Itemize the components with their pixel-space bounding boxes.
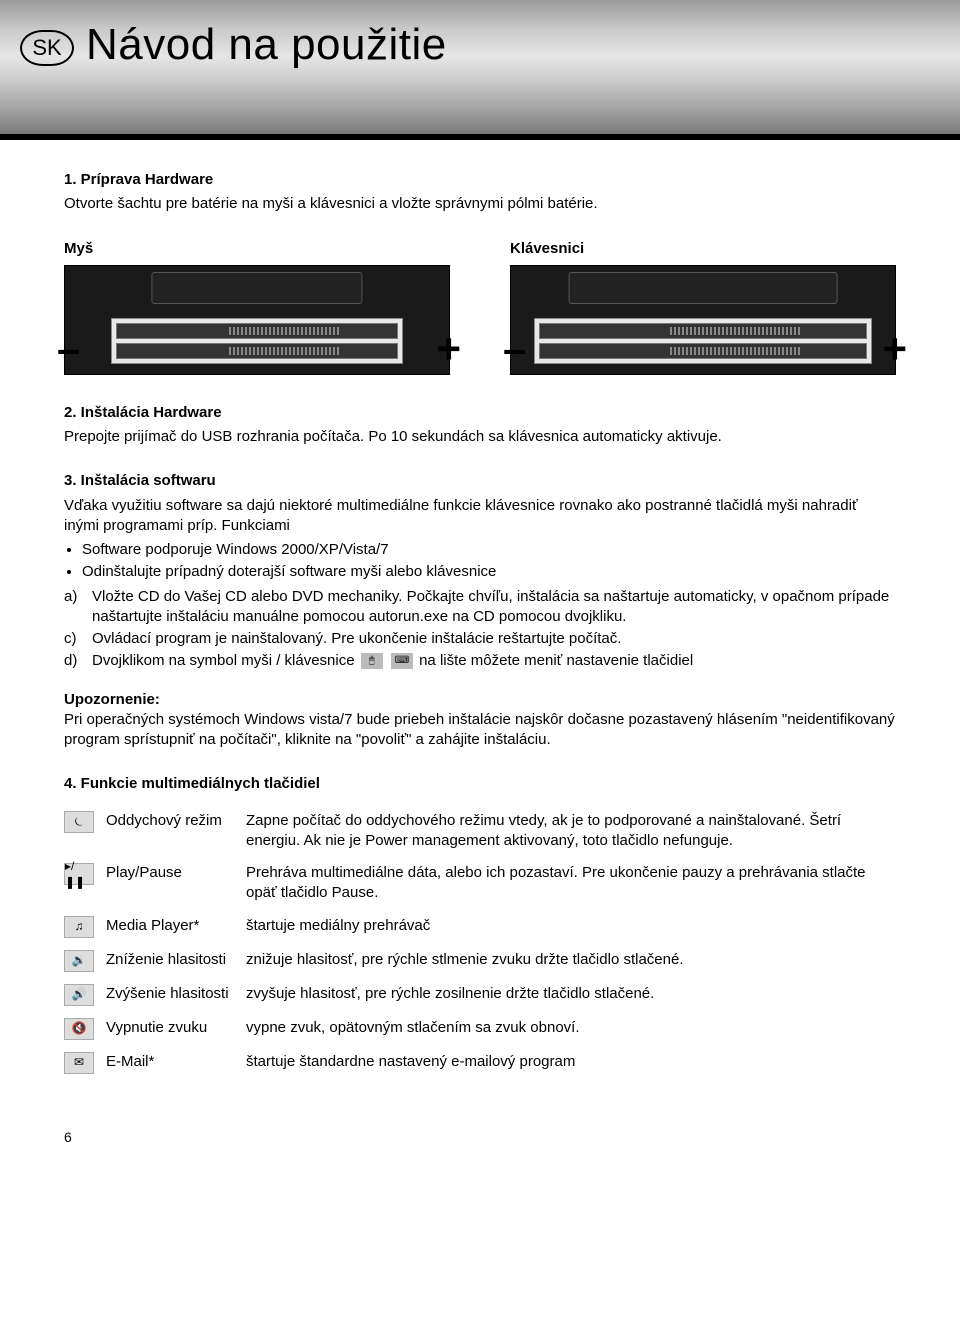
section3-heading: 3. Inštalácia softwaru <box>64 471 896 491</box>
media-player-icon: ♫ <box>64 916 94 938</box>
table-row: ✉ E-Mail* štartuje štandardne nastavený … <box>64 1046 896 1080</box>
step-text: Ovládací program je nainštalovaný. Pre u… <box>92 629 621 649</box>
battery-label-keyboard: Klávesnici <box>510 239 896 259</box>
section2-heading: 2. Inštalácia Hardware <box>64 403 896 423</box>
step-text: Vložte CD do Vašej CD alebo DVD mechanik… <box>92 587 896 628</box>
function-name: Oddychový režim <box>106 805 246 858</box>
email-icon: ✉ <box>64 1052 94 1074</box>
section4-heading: 4. Funkcie multimediálnych tlačidiel <box>64 774 896 794</box>
polarity-plus-icon: + <box>436 328 461 370</box>
sleep-icon: ⏾ <box>64 811 94 833</box>
section1-text: Otvorte šachtu pre batérie na myši a klá… <box>64 194 896 214</box>
battery-figure-mouse: – + <box>64 265 450 375</box>
list-item: d) Dvojklikom na symbol myši / klávesnic… <box>64 651 896 671</box>
mute-icon: 🔇 <box>64 1018 94 1040</box>
step-text-after: na lište môžete meniť nastavenie tlačidi… <box>419 652 693 669</box>
section2-text: Prepojte prijímač do USB rozhrania počít… <box>64 427 896 447</box>
mouse-icon: 🖱 <box>361 653 383 669</box>
polarity-minus-icon: – <box>57 328 80 370</box>
step-marker: a) <box>64 587 92 628</box>
list-item: c) Ovládací program je nainštalovaný. Pr… <box>64 629 896 649</box>
function-name: Media Player* <box>106 910 246 944</box>
page-content: 1. Príprava Hardware Otvorte šachtu pre … <box>0 140 960 1176</box>
multimedia-functions-table: ⏾ Oddychový režim Zapne počítač do oddyc… <box>64 805 896 1080</box>
page-number: 6 <box>64 1128 896 1147</box>
table-row: 🔊 Zvýšenie hlasitosti zvyšuje hlasitosť,… <box>64 978 896 1012</box>
section3-intro: Vďaka využitiu software sa dajú niektoré… <box>64 496 896 537</box>
function-desc: znižuje hlasitosť, pre rýchle stlmenie z… <box>246 944 896 978</box>
table-row: ♫ Media Player* štartuje mediálny prehrá… <box>64 910 896 944</box>
battery-block-keyboard: Klávesnici – + <box>510 239 896 375</box>
keyboard-icon: ⌨ <box>391 653 413 669</box>
polarity-minus-icon: – <box>503 328 526 370</box>
volume-down-icon: 🔉 <box>64 950 94 972</box>
notice-title: Upozornenie: <box>64 690 896 710</box>
table-row: ⏾ Oddychový režim Zapne počítač do oddyc… <box>64 805 896 858</box>
play-pause-icon: ▸/❚❚ <box>64 863 94 885</box>
step-marker: d) <box>64 651 92 671</box>
section3-bullets: Software podporuje Windows 2000/XP/Vista… <box>82 540 896 583</box>
battery-label-mouse: Myš <box>64 239 450 259</box>
function-desc: štartuje mediálny prehrávač <box>246 910 896 944</box>
list-item: a) Vložte CD do Vašej CD alebo DVD mecha… <box>64 587 896 628</box>
list-item: Software podporuje Windows 2000/XP/Vista… <box>82 540 896 560</box>
function-name: Zníženie hlasitosti <box>106 944 246 978</box>
section3-steps: a) Vložte CD do Vašej CD alebo DVD mecha… <box>64 587 896 672</box>
battery-block-mouse: Myš – + <box>64 239 450 375</box>
step-marker: c) <box>64 629 92 649</box>
battery-illustration-row: Myš – + Klávesnici – + <box>64 239 896 375</box>
table-row: ▸/❚❚ Play/Pause Prehráva multimediálne d… <box>64 857 896 910</box>
polarity-plus-icon: + <box>882 328 907 370</box>
function-name: Play/Pause <box>106 857 246 910</box>
function-desc: vypne zvuk, opätovným stlačením sa zvuk … <box>246 1012 896 1046</box>
table-row: 🔉 Zníženie hlasitosti znižuje hlasitosť,… <box>64 944 896 978</box>
page-title: Návod na použitie <box>86 20 447 70</box>
table-row: 🔇 Vypnutie zvuku vypne zvuk, opätovným s… <box>64 1012 896 1046</box>
step-text: Dvojklikom na symbol myši / klávesnice 🖱… <box>92 651 693 671</box>
language-badge: SK <box>20 30 74 66</box>
function-desc: zvyšuje hlasitosť, pre rýchle zosilnenie… <box>246 978 896 1012</box>
step-text-before: Dvojklikom na symbol myši / klávesnice <box>92 652 359 669</box>
function-desc: štartuje štandardne nastavený e-mailový … <box>246 1046 896 1080</box>
function-name: Zvýšenie hlasitosti <box>106 978 246 1012</box>
notice-text: Pri operačných systémoch Windows vista/7… <box>64 710 896 751</box>
list-item: Odinštalujte prípadný doterajší software… <box>82 562 896 582</box>
header-band: SK Návod na použitie <box>0 0 960 140</box>
function-desc: Prehráva multimediálne dáta, alebo ich p… <box>246 857 896 910</box>
function-name: E-Mail* <box>106 1046 246 1080</box>
battery-figure-keyboard: – + <box>510 265 896 375</box>
section1-heading: 1. Príprava Hardware <box>64 170 896 190</box>
function-desc: Zapne počítač do oddychového režimu vted… <box>246 805 896 858</box>
function-name: Vypnutie zvuku <box>106 1012 246 1046</box>
volume-up-icon: 🔊 <box>64 984 94 1006</box>
